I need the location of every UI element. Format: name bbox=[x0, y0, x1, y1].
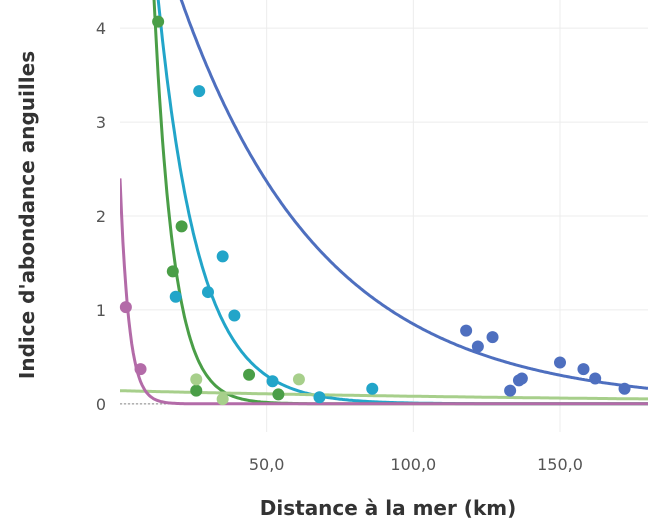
x-tick-label: 50,0 bbox=[249, 455, 285, 474]
data-point-series-2 bbox=[313, 391, 326, 404]
data-point-series-4 bbox=[190, 373, 203, 386]
data-point-series-1 bbox=[504, 384, 517, 397]
data-point-series-2 bbox=[193, 85, 206, 98]
y-tick-label: 2 bbox=[96, 207, 106, 226]
data-point-series-3 bbox=[175, 220, 188, 233]
data-point-series-2 bbox=[202, 286, 214, 299]
x-axis-ticks: 50,0 100,0 150,0 bbox=[249, 455, 583, 474]
data-point-series-5 bbox=[134, 363, 147, 376]
data-point-series-2 bbox=[366, 382, 379, 395]
data-point-series-1 bbox=[460, 324, 473, 337]
data-point-series-2 bbox=[228, 309, 241, 322]
data-point-series-1 bbox=[486, 331, 499, 344]
data-point-series-3 bbox=[272, 388, 285, 401]
x-axis-title: Distance à la mer (km) bbox=[260, 496, 516, 520]
data-point-series-1 bbox=[577, 363, 590, 376]
data-point-series-5 bbox=[119, 301, 132, 314]
data-point-series-4 bbox=[216, 393, 229, 406]
y-axis-ticks: 0 1 2 3 4 bbox=[96, 19, 106, 414]
data-point-series-3 bbox=[243, 368, 256, 381]
fit-curve-2 bbox=[156, 0, 648, 406]
x-tick-label: 100,0 bbox=[390, 455, 436, 474]
data-point-series-1 bbox=[515, 372, 528, 385]
data-point-series-1 bbox=[554, 356, 566, 369]
fit-curve-5 bbox=[120, 178, 648, 406]
x-tick-label: 150,0 bbox=[537, 455, 583, 474]
fit-curve-1 bbox=[179, 0, 648, 390]
data-point-series-1 bbox=[471, 340, 484, 353]
fit-curve-3 bbox=[152, 0, 648, 406]
y-tick-label: 1 bbox=[96, 301, 106, 320]
y-tick-label: 0 bbox=[96, 395, 106, 414]
data-point-series-2 bbox=[169, 290, 182, 303]
data-point-series-3 bbox=[152, 15, 165, 28]
data-points bbox=[119, 15, 631, 406]
fit-curve-4 bbox=[120, 389, 648, 401]
y-tick-label: 4 bbox=[96, 19, 106, 38]
y-tick-label: 3 bbox=[96, 113, 106, 132]
data-point-series-1 bbox=[589, 372, 602, 385]
data-point-series-4 bbox=[292, 373, 305, 386]
data-point-series-3 bbox=[166, 265, 179, 278]
data-point-series-1 bbox=[618, 382, 631, 395]
y-axis-title: Indice d'abondance anguilles bbox=[15, 51, 39, 379]
data-point-series-2 bbox=[216, 250, 229, 263]
grid bbox=[120, 0, 648, 432]
fit-curves bbox=[120, 0, 648, 406]
data-point-series-3 bbox=[190, 384, 203, 397]
data-point-series-2 bbox=[266, 375, 279, 388]
